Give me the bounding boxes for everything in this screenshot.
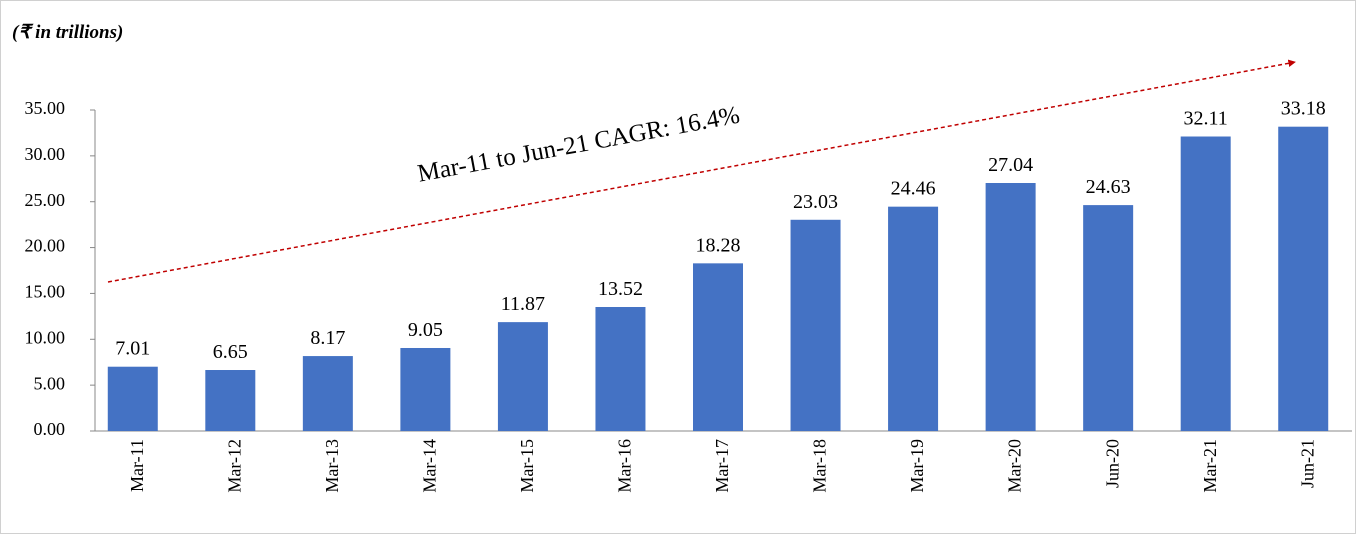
data-label: 9.05 xyxy=(408,319,443,341)
y-tick-label: 15.00 xyxy=(25,282,66,302)
x-tick-label: Mar-20 xyxy=(1005,439,1025,493)
bar xyxy=(107,366,158,431)
bar xyxy=(693,263,743,431)
x-tick-label: Jun-20 xyxy=(1102,439,1122,488)
data-label: 7.01 xyxy=(115,338,150,360)
y-tick-label: 20.00 xyxy=(25,236,66,256)
x-tick-label: Mar-13 xyxy=(322,439,342,493)
data-label: 24.46 xyxy=(891,178,936,200)
data-label: 23.03 xyxy=(793,191,838,213)
bar xyxy=(400,347,451,431)
x-tick-label: Mar-17 xyxy=(712,439,732,493)
y-tick-label: 5.00 xyxy=(34,373,66,393)
bar xyxy=(1083,205,1134,431)
bar xyxy=(1278,126,1329,431)
y-tick-label: 30.00 xyxy=(25,144,66,164)
data-label: 18.28 xyxy=(696,234,741,256)
x-tick-label: Mar-18 xyxy=(810,439,830,493)
bar xyxy=(790,219,841,431)
trend-arrow xyxy=(107,59,1296,283)
data-label: 32.11 xyxy=(1184,108,1228,130)
x-tick-label: Mar-15 xyxy=(517,439,537,493)
data-label: 8.17 xyxy=(310,327,345,349)
bar xyxy=(497,322,548,431)
data-label: 11.87 xyxy=(501,293,545,315)
y-tick-label: 0.00 xyxy=(34,419,66,439)
x-tick-label: Mar-16 xyxy=(615,439,635,493)
x-tick-label: Mar-11 xyxy=(127,439,147,492)
data-label: 6.65 xyxy=(213,341,248,363)
x-tick-label: Mar-12 xyxy=(224,439,244,493)
x-tick-label: Mar-21 xyxy=(1200,439,1220,493)
bar xyxy=(985,183,1036,431)
y-tick-label: 35.00 xyxy=(25,98,66,118)
y-tick-label: 10.00 xyxy=(25,327,66,347)
y-tick-label: 25.00 xyxy=(25,190,66,210)
bar xyxy=(302,356,353,431)
data-label: 13.52 xyxy=(598,278,643,300)
bar xyxy=(205,370,256,431)
x-tick-label: Mar-14 xyxy=(420,439,440,493)
data-label: 33.18 xyxy=(1281,98,1326,120)
x-tick-label: Mar-19 xyxy=(907,439,927,493)
unit-label: (₹ in trillions) xyxy=(12,22,123,43)
data-label: 24.63 xyxy=(1086,176,1131,198)
x-tick-label: Jun-21 xyxy=(1297,439,1317,488)
bar xyxy=(1180,136,1231,431)
data-label: 27.04 xyxy=(988,154,1033,176)
bar xyxy=(888,206,939,431)
bar xyxy=(595,307,646,431)
